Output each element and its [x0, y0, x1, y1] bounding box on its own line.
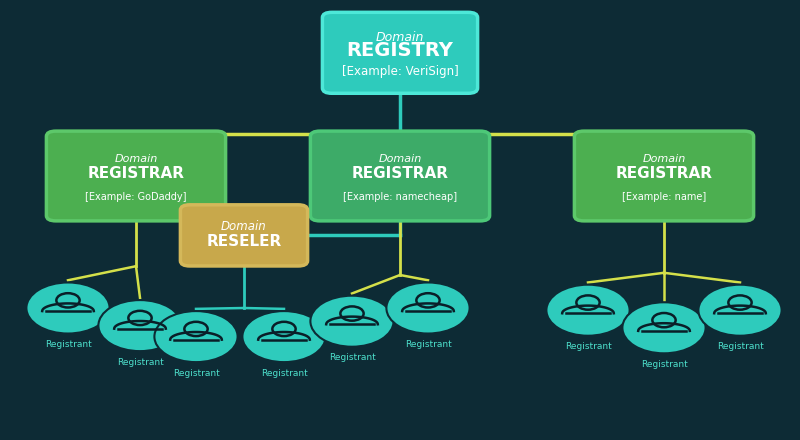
Text: REGISTRAR: REGISTRAR — [615, 166, 713, 181]
Text: Domain: Domain — [114, 154, 158, 164]
Text: [Example: name]: [Example: name] — [622, 191, 706, 202]
Ellipse shape — [622, 302, 706, 353]
Text: [Example: VeriSign]: [Example: VeriSign] — [342, 65, 458, 77]
Ellipse shape — [386, 282, 470, 334]
Ellipse shape — [698, 285, 782, 336]
FancyBboxPatch shape — [322, 12, 478, 93]
Text: REGISTRY: REGISTRY — [346, 41, 454, 60]
FancyBboxPatch shape — [574, 131, 754, 221]
Text: Domain: Domain — [642, 154, 686, 164]
Ellipse shape — [98, 300, 182, 351]
Text: Domain: Domain — [221, 220, 267, 233]
Text: Registrant: Registrant — [117, 358, 163, 367]
Ellipse shape — [310, 296, 394, 347]
Text: Registrant: Registrant — [405, 340, 451, 349]
FancyBboxPatch shape — [180, 205, 307, 266]
FancyBboxPatch shape — [46, 131, 226, 221]
Text: REGISTRAR: REGISTRAR — [351, 166, 449, 181]
FancyBboxPatch shape — [310, 131, 490, 221]
Text: Domain: Domain — [378, 154, 422, 164]
Text: Registrant: Registrant — [329, 353, 375, 362]
Text: Registrant: Registrant — [641, 360, 687, 369]
Text: [Example: namecheap]: [Example: namecheap] — [343, 191, 457, 202]
Text: Registrant: Registrant — [717, 342, 763, 351]
Text: RESELER: RESELER — [206, 234, 282, 249]
Ellipse shape — [546, 285, 630, 336]
Ellipse shape — [154, 311, 238, 362]
Text: REGISTRAR: REGISTRAR — [87, 166, 185, 181]
Ellipse shape — [242, 311, 326, 362]
Text: Registrant: Registrant — [173, 369, 219, 378]
Text: [Example: GoDaddy]: [Example: GoDaddy] — [86, 191, 186, 202]
Text: Registrant: Registrant — [565, 342, 611, 351]
Ellipse shape — [26, 282, 110, 334]
Text: Registrant: Registrant — [261, 369, 307, 378]
Text: Registrant: Registrant — [45, 340, 91, 349]
Text: Domain: Domain — [376, 31, 424, 44]
